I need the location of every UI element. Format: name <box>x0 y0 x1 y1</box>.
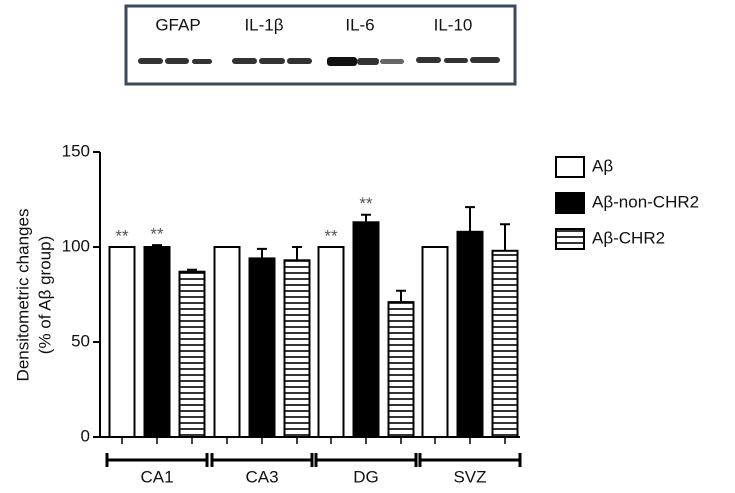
bar <box>352 221 380 438</box>
error-bar <box>257 247 267 259</box>
bar <box>178 270 206 439</box>
y-tick-label: 0 <box>81 426 90 445</box>
error-bar <box>500 223 510 251</box>
legend-label: Aβ-CHR2 <box>592 228 665 247</box>
bar <box>421 246 449 438</box>
y-axis-label: Densitometric changes <box>13 209 32 382</box>
legend-swatch <box>555 228 585 250</box>
bar <box>387 301 415 438</box>
y-tick-label: 50 <box>71 331 90 350</box>
significance-label: ** <box>324 226 338 245</box>
bar <box>317 246 345 438</box>
legend-label: Aβ-non-CHR2 <box>592 192 699 211</box>
blot-label: IL-1β <box>244 15 283 34</box>
y-tick-label: 100 <box>62 236 90 255</box>
blot-label: IL-10 <box>434 15 473 34</box>
bar <box>108 246 136 438</box>
bands <box>138 57 500 66</box>
error-bar <box>361 213 371 223</box>
significance-label: ** <box>150 225 164 244</box>
legend-swatch <box>555 156 585 178</box>
legend-swatch <box>555 192 585 214</box>
error-bar <box>465 206 475 232</box>
blot-label: GFAP <box>155 15 200 34</box>
y-axis-label: (% of Aβ group) <box>35 236 54 354</box>
error-bar <box>292 246 302 261</box>
blot-frame <box>124 4 517 86</box>
blot: GFAP IL-1β IL-6 IL-10 <box>124 4 517 86</box>
blot-label: IL-6 <box>345 15 374 34</box>
bar <box>248 257 276 438</box>
bar <box>456 230 484 438</box>
bar <box>491 249 519 438</box>
bar <box>283 259 311 438</box>
error-bar <box>396 289 406 303</box>
x-tick-label: CA1 <box>140 467 173 486</box>
x-tick-label: DG <box>353 467 379 486</box>
x-tick-label: SVZ <box>453 467 486 486</box>
significance-label: ** <box>115 226 129 245</box>
bar <box>213 246 241 438</box>
y-tick-label: 150 <box>62 141 90 160</box>
x-tick-label: CA3 <box>245 467 278 486</box>
bar <box>143 246 171 438</box>
legend-label: Aβ <box>592 156 613 175</box>
significance-label: ** <box>359 194 373 213</box>
